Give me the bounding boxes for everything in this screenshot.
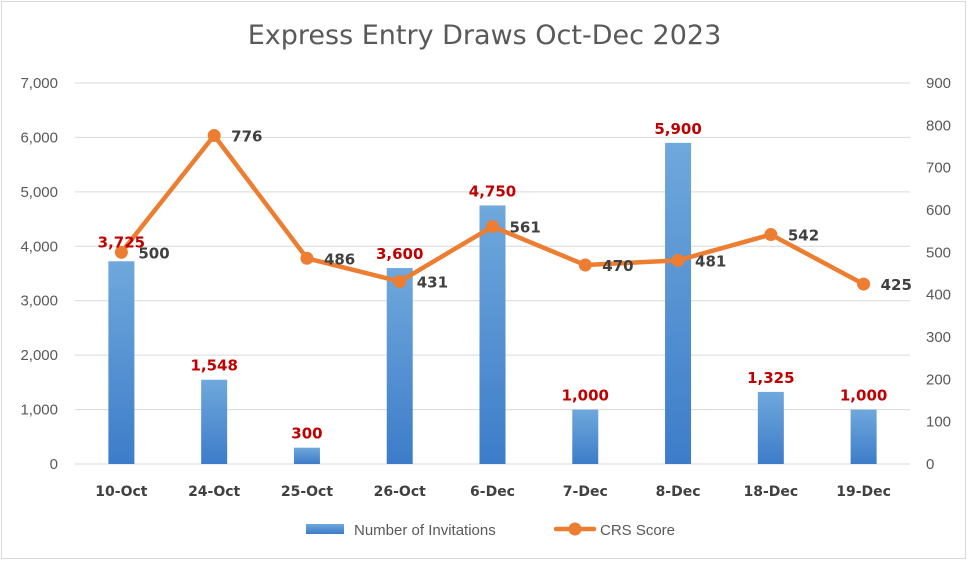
data-labels: 3,725 1,548 300 3,600 4,750 1,000 5,900 1,325 1,… xyxy=(98,120,912,443)
crs-data-label: 431 xyxy=(417,274,448,292)
left-axis-tick-label: 5,000 xyxy=(20,184,58,201)
invitation-data-label: 3,725 xyxy=(98,233,145,251)
right-axis-tick-label: 800 xyxy=(926,117,951,134)
crs-score-line xyxy=(114,128,871,291)
crs-score-point xyxy=(764,228,778,242)
invitation-bar xyxy=(850,409,877,464)
crs-data-label: 470 xyxy=(602,257,633,275)
invitation-bar xyxy=(108,261,135,464)
crs-score-point xyxy=(207,128,221,142)
crs-score-point xyxy=(114,245,128,259)
invitation-data-label: 1,000 xyxy=(562,387,609,405)
invitation-data-label: 1,548 xyxy=(190,357,237,375)
invitation-bar xyxy=(293,447,320,464)
left-axis-ticks: 0 1,000 2,000 3,000 4,000 5,000 6,000 7,000 xyxy=(20,75,58,473)
left-axis-tick-label: 6,000 xyxy=(20,129,58,146)
legend-bar-swatch xyxy=(306,524,344,534)
invitation-bar xyxy=(386,268,413,464)
legend-line-marker xyxy=(568,522,582,536)
right-axis-ticks: 0 100 200 300 400 500 600 700 800 900 xyxy=(926,75,951,473)
invitation-bar xyxy=(757,391,784,464)
category-label: 19-Dec xyxy=(836,484,891,500)
category-labels: 10-Oct 24-Oct 25-Oct 26-Oct 6-Dec 7-Dec 8-Dec 1… xyxy=(95,484,891,500)
category-label: 10-Oct xyxy=(95,484,147,500)
category-label: 8-Dec xyxy=(656,484,701,500)
invitation-data-label: 4,750 xyxy=(469,182,516,200)
left-axis-tick-label: 1,000 xyxy=(20,402,58,419)
crs-score-point xyxy=(671,253,685,267)
crs-data-label: 486 xyxy=(324,250,355,268)
crs-data-label: 542 xyxy=(788,227,819,245)
category-label: 25-Oct xyxy=(281,484,333,500)
crs-score-point xyxy=(578,258,592,272)
right-axis-tick-label: 700 xyxy=(926,160,951,177)
chart-title: Express Entry Draws Oct-Dec 2023 xyxy=(247,20,722,51)
invitation-data-label: 5,900 xyxy=(654,120,701,138)
crs-score-point xyxy=(393,275,407,289)
left-axis-tick-label: 2,000 xyxy=(20,347,58,364)
crs-score-point xyxy=(857,277,871,291)
right-axis-tick-label: 300 xyxy=(926,329,951,346)
category-label: 26-Oct xyxy=(374,484,426,500)
crs-data-label: 776 xyxy=(231,127,262,145)
left-axis-tick-label: 4,000 xyxy=(20,238,58,255)
invitation-bar xyxy=(572,409,599,464)
right-axis-tick-label: 100 xyxy=(926,414,951,431)
category-label: 7-Dec xyxy=(563,484,608,500)
category-label: 18-Dec xyxy=(743,484,798,500)
right-axis-tick-label: 400 xyxy=(926,287,951,304)
category-label: 6-Dec xyxy=(470,484,515,500)
legend-label: Number of Invitations xyxy=(354,522,496,539)
crs-data-label: 481 xyxy=(695,252,726,270)
invitation-data-label: 1,000 xyxy=(840,387,887,405)
right-axis-tick-label: 0 xyxy=(926,456,934,473)
right-axis-tick-label: 500 xyxy=(926,244,951,261)
invitation-data-label: 1,325 xyxy=(747,369,794,387)
right-axis-tick-label: 900 xyxy=(926,75,951,92)
left-axis-tick-label: 3,000 xyxy=(20,293,58,310)
invitation-data-label: 3,600 xyxy=(376,245,423,263)
legend-label: CRS Score xyxy=(600,522,675,539)
invitation-data-label: 300 xyxy=(291,425,322,443)
crs-data-label: 425 xyxy=(881,276,912,294)
crs-data-label: 561 xyxy=(510,219,541,237)
category-label: 24-Oct xyxy=(188,484,240,500)
legend: Number of Invitations CRS Score xyxy=(306,522,675,539)
crs-score-point xyxy=(486,220,499,234)
left-axis-tick-label: 7,000 xyxy=(20,75,58,92)
invitation-bar xyxy=(479,205,506,464)
right-axis-tick-label: 200 xyxy=(926,371,951,388)
invitation-bars xyxy=(108,142,877,464)
left-axis-tick-label: 0 xyxy=(50,456,58,473)
crs-score-point xyxy=(300,251,314,265)
invitation-bar xyxy=(665,142,692,464)
right-axis-tick-label: 600 xyxy=(926,202,951,219)
crs-data-label: 500 xyxy=(138,244,169,262)
invitation-bar xyxy=(201,379,228,464)
